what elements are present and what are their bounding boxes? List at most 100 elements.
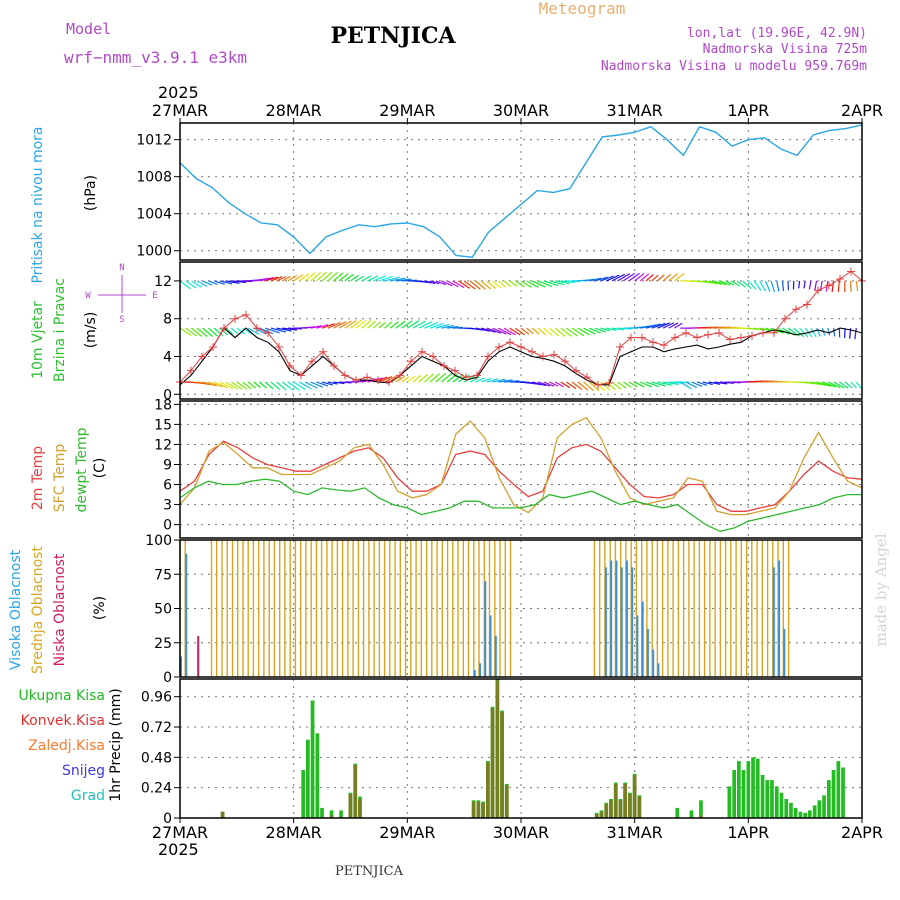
wind-vector bbox=[213, 327, 224, 337]
x-tick-label-top: 30MAR bbox=[493, 101, 549, 120]
x-tick-label-top: 28MAR bbox=[266, 101, 322, 120]
y-tick-label: 12 bbox=[154, 274, 172, 290]
precip-total-bar bbox=[755, 758, 760, 818]
wind-vector bbox=[537, 381, 551, 387]
precip-total-bar bbox=[699, 800, 703, 818]
wind-vector bbox=[759, 280, 767, 292]
wind-vector bbox=[333, 381, 345, 385]
wind-vector bbox=[196, 381, 211, 386]
wind-vector bbox=[384, 321, 393, 329]
wind-vector bbox=[208, 280, 218, 285]
wind-vector bbox=[781, 280, 785, 292]
wind-vector bbox=[276, 327, 292, 332]
wind-vector bbox=[497, 327, 512, 336]
x-tick-label-top: 29MAR bbox=[379, 101, 435, 120]
wind-vector bbox=[679, 381, 692, 390]
wind-vector bbox=[401, 320, 413, 329]
wind-speed-marker bbox=[308, 357, 316, 366]
high-cloud-label: Visoka Oblacnost bbox=[8, 549, 24, 670]
wind-vector bbox=[816, 381, 832, 387]
wind-vector bbox=[645, 273, 654, 282]
precip-conv-bar bbox=[504, 785, 509, 818]
wind-label-2: Brzina i Pravac bbox=[52, 278, 68, 382]
wind-vector bbox=[509, 327, 521, 336]
wind-vector bbox=[190, 327, 203, 337]
wind-vector bbox=[469, 280, 481, 290]
wind-vector bbox=[423, 373, 434, 383]
dewpt-label: dewpt Temp bbox=[74, 427, 90, 512]
wind-vector bbox=[514, 280, 525, 288]
wind-vector bbox=[589, 277, 602, 282]
year-bottom: 2025 bbox=[158, 840, 199, 859]
wind-vector bbox=[827, 328, 831, 336]
precip-conv-bar bbox=[613, 783, 618, 818]
wind-vector bbox=[719, 280, 731, 286]
sfc-temp-line bbox=[179, 416, 863, 516]
wind-vector bbox=[810, 381, 827, 386]
wind-vector bbox=[833, 381, 845, 389]
wind-vector bbox=[714, 381, 728, 385]
wind-vector bbox=[583, 381, 594, 392]
wind-vector bbox=[702, 381, 713, 386]
wind-vector bbox=[259, 277, 274, 282]
wind-speed-marker bbox=[407, 357, 415, 366]
wind-vector bbox=[390, 277, 406, 282]
wind-vector bbox=[475, 327, 490, 332]
wind-vector bbox=[747, 280, 757, 290]
wind-speed-marker bbox=[264, 328, 272, 337]
wind-vector bbox=[350, 274, 359, 282]
wind-speed-marker bbox=[792, 305, 800, 314]
wind-vector bbox=[196, 327, 208, 338]
wind-vector bbox=[475, 377, 485, 383]
precip-total-bar bbox=[329, 810, 334, 818]
wind-vector bbox=[827, 381, 841, 389]
wind-vector bbox=[327, 271, 338, 282]
wind-speed-marker bbox=[385, 377, 393, 386]
wind-vector bbox=[815, 327, 821, 337]
wind-vector bbox=[304, 326, 315, 329]
wind-vector bbox=[350, 319, 362, 329]
wind-vector bbox=[725, 280, 735, 286]
wind-vector bbox=[577, 327, 590, 336]
wind-vector bbox=[213, 381, 228, 389]
wind-vector bbox=[503, 327, 516, 336]
wind-vector bbox=[304, 381, 318, 389]
wind-speed-marker bbox=[737, 333, 745, 342]
wind-speed-marker bbox=[231, 314, 239, 323]
wind-speed-marker bbox=[572, 366, 580, 375]
precip-conv-bar bbox=[609, 800, 613, 818]
legend-snow: Snijeg bbox=[62, 763, 105, 779]
precip-total-bar bbox=[808, 810, 812, 818]
wind-vector bbox=[242, 381, 252, 390]
precip-total-bar bbox=[827, 780, 831, 818]
wind-vector bbox=[378, 275, 393, 282]
wind-vector bbox=[202, 327, 213, 338]
precip-total-bar bbox=[812, 805, 817, 818]
wind-vector bbox=[384, 276, 400, 282]
wind-compass: N S W E bbox=[85, 263, 157, 325]
wind-vector bbox=[662, 381, 679, 386]
wind-vector bbox=[588, 327, 601, 334]
wind-vector bbox=[429, 322, 444, 329]
wind-vector bbox=[606, 327, 617, 331]
wind-speed-marker bbox=[671, 333, 679, 342]
wind-vector bbox=[321, 381, 334, 386]
y-tick-label: 25 bbox=[154, 636, 172, 652]
wind-vector bbox=[276, 276, 287, 282]
pressure-unit: (hPa) bbox=[83, 175, 99, 211]
wind-vector bbox=[520, 327, 530, 335]
wind-vector bbox=[344, 273, 354, 282]
precip-conv-bar bbox=[358, 799, 362, 818]
precip-total-bar bbox=[774, 786, 779, 818]
wind-vector bbox=[418, 321, 433, 329]
wind-vector bbox=[497, 280, 507, 288]
temp-2m-line bbox=[179, 440, 863, 512]
wind-vector bbox=[571, 327, 585, 337]
wind-vector bbox=[662, 322, 675, 329]
precip-total-bar bbox=[822, 795, 826, 818]
wind-speed-marker bbox=[616, 343, 624, 352]
wind-vector bbox=[611, 381, 622, 390]
wind-vector bbox=[355, 275, 365, 282]
wind-vector bbox=[384, 375, 397, 383]
wind-vector bbox=[808, 280, 812, 290]
